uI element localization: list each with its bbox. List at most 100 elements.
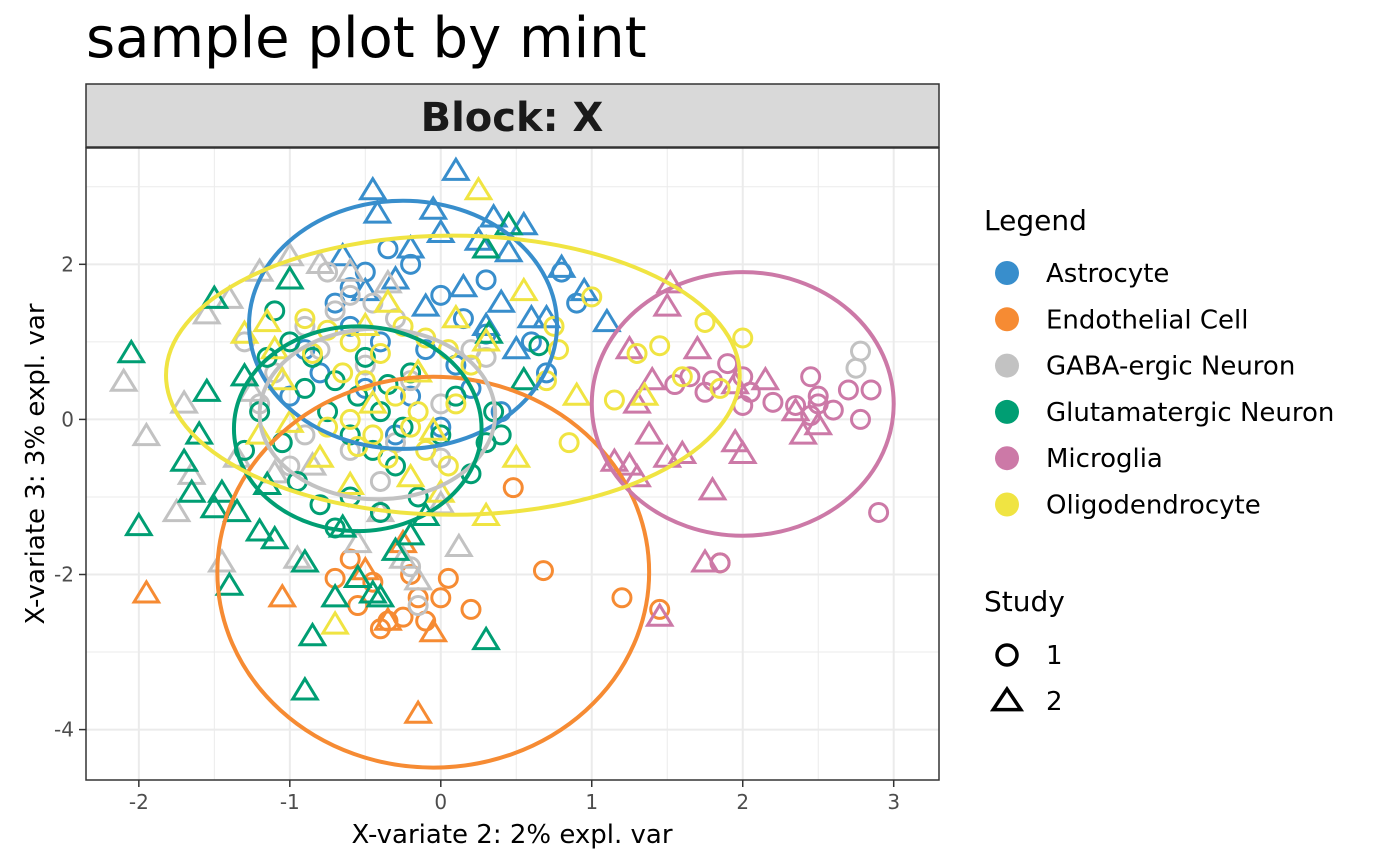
y-axis-title: X-variate 3: 3% expl. var: [21, 303, 51, 624]
data-point-triangle: [780, 396, 811, 422]
data-point-circle: [543, 315, 565, 337]
data-point-triangle: [297, 451, 328, 476]
data-point-triangle: [471, 327, 501, 352]
data-point-triangle: [403, 699, 434, 724]
data-point-circle: [430, 587, 452, 609]
data-point-triangle: [357, 175, 388, 201]
data-point-triangle: [493, 237, 524, 263]
data-point-triangle: [244, 420, 275, 445]
data-point-triangle: [690, 548, 720, 573]
data-point-circle: [279, 331, 301, 353]
x-axis-ticks: -2 -1 0 1 2 3: [129, 780, 900, 814]
confidence-ellipse: [164, 233, 742, 517]
data-point-triangle: [501, 443, 532, 468]
data-point-triangle: [357, 579, 388, 604]
data-point-triangle: [727, 439, 758, 464]
x-axis-title: X-variate 2: 2% expl. var: [351, 820, 672, 850]
plot-border: [85, 147, 940, 781]
data-point-circle: [309, 494, 331, 516]
confidence-ellipse: [247, 198, 560, 451]
data-point-triangle: [629, 381, 660, 406]
data-point-triangle: [342, 528, 373, 554]
data-point-triangle: [327, 241, 358, 267]
study-legend-label: 1: [1046, 641, 1063, 671]
data-point-triangle: [508, 365, 539, 391]
x-tick-label: -1: [280, 790, 300, 814]
data-point-triangle: [395, 462, 426, 488]
data-point-triangle: [116, 338, 147, 364]
data-point-triangle: [395, 520, 426, 546]
data-point-triangle: [682, 334, 713, 360]
legend-label: GABA-ergic Neuron: [1046, 352, 1295, 382]
data-point-triangle: [357, 389, 388, 414]
data-point-circle: [558, 432, 580, 454]
y-axis-ticks: -4 -2 0 2: [54, 252, 86, 742]
data-point-triangle: [501, 334, 532, 360]
legend-title: Legend: [984, 204, 1087, 237]
data-point-triangle: [131, 421, 162, 447]
data-point-circle: [626, 342, 648, 364]
data-point-triangle: [305, 443, 335, 468]
legend-swatch: [995, 353, 1019, 378]
data-point-triangle: [803, 410, 834, 436]
data-point-triangle: [546, 253, 577, 278]
data-point-triangle: [297, 621, 328, 647]
data-point-triangle: [199, 493, 230, 519]
data-point-triangle: [222, 497, 252, 523]
data-point-circle: [369, 331, 391, 353]
legend-swatch: [995, 446, 1019, 471]
data-point-triangle: [169, 447, 200, 472]
data-point-triangle: [320, 582, 350, 608]
study-legend-triangle-icon: [989, 685, 1025, 712]
data-point-circle: [732, 327, 754, 349]
y-tick-label: -4: [54, 718, 74, 742]
data-point-triangle: [267, 582, 298, 608]
data-point-triangle: [644, 602, 675, 627]
data-point-triangle: [206, 478, 237, 503]
x-tick-label: 2: [736, 790, 749, 814]
data-point-circle: [445, 385, 467, 407]
data-point-triangle: [237, 377, 267, 402]
study-legend-title: Study: [984, 585, 1065, 618]
data-point-circle: [339, 548, 361, 570]
data-point-circle: [611, 587, 633, 609]
data-point-triangle: [191, 377, 222, 402]
data-point-triangle: [290, 675, 320, 701]
legend-label: Astrocyte: [1046, 259, 1169, 289]
data-point-triangle: [335, 257, 366, 282]
legend-label: Oligodendrocyte: [1046, 491, 1261, 521]
data-point-triangle: [320, 609, 350, 635]
data-point-triangle: [440, 303, 471, 329]
data-point-circle: [649, 335, 671, 357]
data-point-triangle: [622, 462, 652, 488]
data-point-circle: [407, 595, 429, 617]
data-point-triangle: [169, 389, 200, 414]
data-point-triangle: [199, 284, 230, 309]
legend-label: Glutamatergic Neuron: [1046, 398, 1334, 428]
data-point-circle: [400, 416, 422, 438]
data-point-triangle: [418, 195, 449, 220]
data-point-triangle: [516, 303, 547, 329]
data-point-triangle: [191, 299, 222, 325]
study-legend-circle-icon: [995, 643, 1019, 667]
data-point-triangle: [622, 389, 652, 414]
data-point-circle: [649, 598, 671, 620]
data-point-triangle: [388, 544, 418, 569]
legend-label: Microglia: [1046, 444, 1163, 474]
data-point-triangle: [637, 365, 668, 391]
data-point-triangle: [335, 470, 366, 495]
data-point-triangle: [425, 478, 456, 503]
data-point-triangle: [486, 288, 517, 313]
data-point-triangle: [365, 582, 396, 608]
data-point-triangle: [697, 475, 728, 501]
data-point-triangle: [123, 511, 154, 537]
data-point-circle: [324, 300, 346, 322]
chart-title: sample plot by mint: [86, 6, 647, 71]
data-point-circle: [535, 362, 557, 384]
data-point-circle: [445, 393, 467, 415]
data-point-triangle: [362, 199, 393, 224]
data-point-triangle: [634, 420, 665, 445]
data-point-triangle: [403, 565, 434, 591]
data-point-circle: [369, 470, 391, 492]
